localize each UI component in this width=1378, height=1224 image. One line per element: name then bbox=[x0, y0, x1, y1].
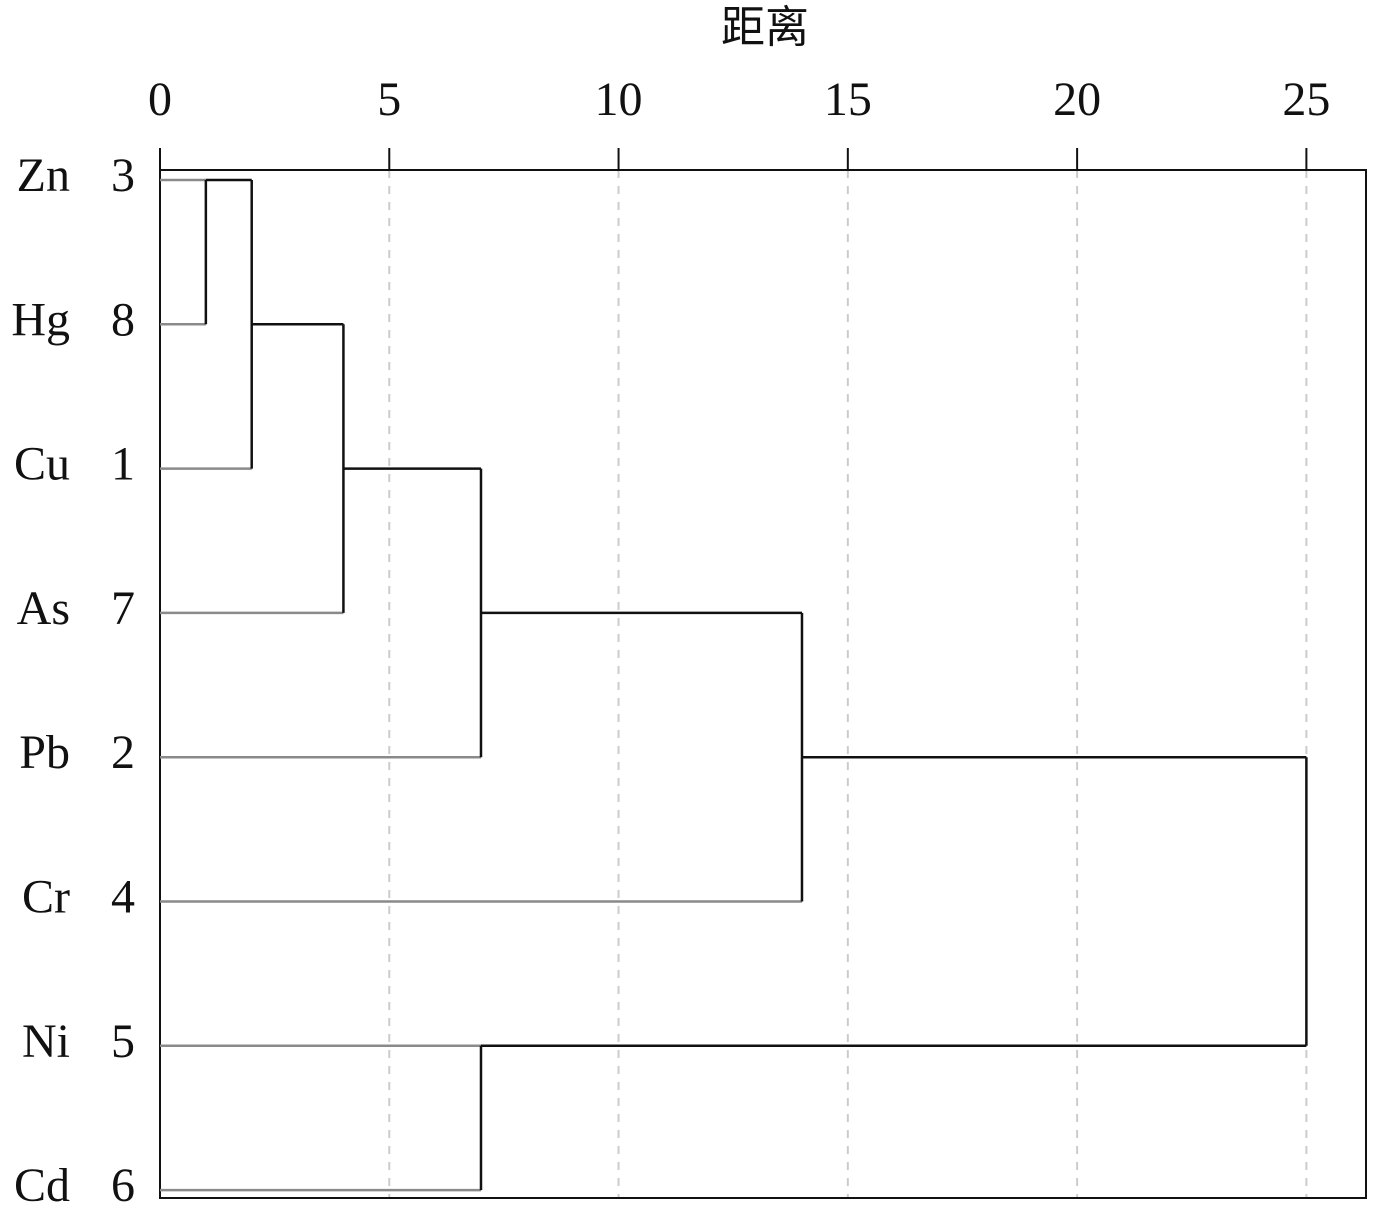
leaf-label: Cr bbox=[22, 871, 70, 924]
leaf-id: 4 bbox=[111, 871, 135, 924]
leaf-id: 6 bbox=[111, 1159, 135, 1212]
x-tick-label: 20 bbox=[1053, 73, 1101, 126]
leaf-label: Hg bbox=[11, 293, 70, 346]
plot-frame bbox=[159, 169, 1367, 1199]
leaf-label: Zn bbox=[17, 149, 70, 202]
leaf-label: Ni bbox=[22, 1015, 70, 1068]
x-tick-label: 5 bbox=[377, 73, 401, 126]
x-tick-label: 0 bbox=[148, 73, 172, 126]
leaf-id: 3 bbox=[111, 149, 135, 202]
leaf-label: Pb bbox=[19, 726, 70, 779]
leaf-id: 8 bbox=[111, 293, 135, 346]
leaf-id: 7 bbox=[111, 582, 135, 635]
x-tick-label: 25 bbox=[1282, 73, 1330, 126]
x-tick-label: 15 bbox=[824, 73, 872, 126]
leaf-id: 5 bbox=[111, 1015, 135, 1068]
leaf-label: Cu bbox=[14, 438, 70, 491]
leaf-label: Cd bbox=[14, 1159, 70, 1212]
leaf-id: 2 bbox=[111, 726, 135, 779]
chart-title: 距离 bbox=[721, 2, 809, 53]
x-tick-label: 10 bbox=[595, 73, 643, 126]
leaf-label: As bbox=[17, 582, 70, 635]
leaf-id: 1 bbox=[111, 438, 135, 491]
